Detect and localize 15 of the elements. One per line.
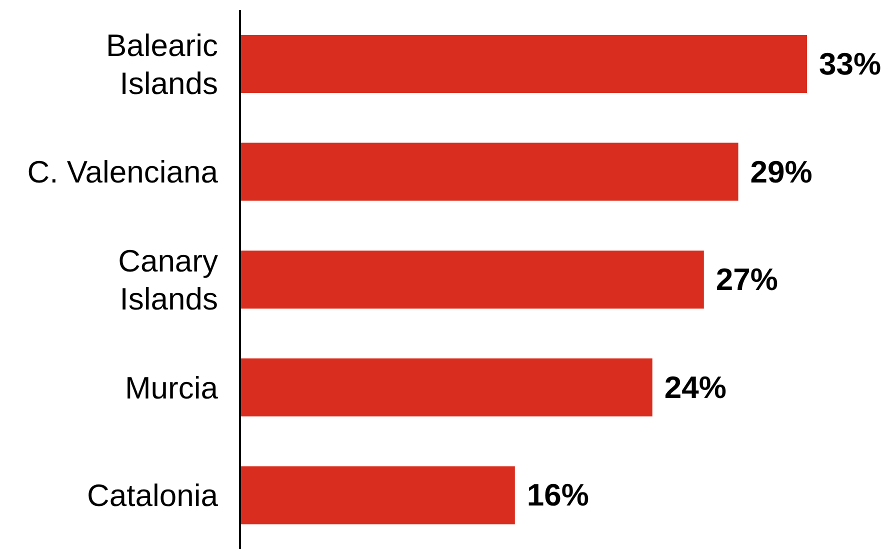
data-label: 27% [716, 262, 778, 298]
y-tick-label: Murcia [124, 370, 219, 405]
bar [240, 466, 515, 524]
data-label: 16% [526, 478, 589, 513]
y-tick-label: Canary Islands [118, 243, 218, 316]
bar [240, 35, 807, 93]
y-tick-label: Catalonia [87, 478, 219, 513]
data-label: 24% [664, 370, 726, 405]
bar [240, 250, 704, 309]
bar [240, 142, 738, 201]
y-tick-label: C. Valenciana [27, 154, 219, 190]
y-tick-label: Balearic Islands [106, 27, 218, 100]
bar [240, 358, 652, 416]
data-label: 29% [750, 154, 812, 190]
data-label: 33% [819, 46, 882, 82]
